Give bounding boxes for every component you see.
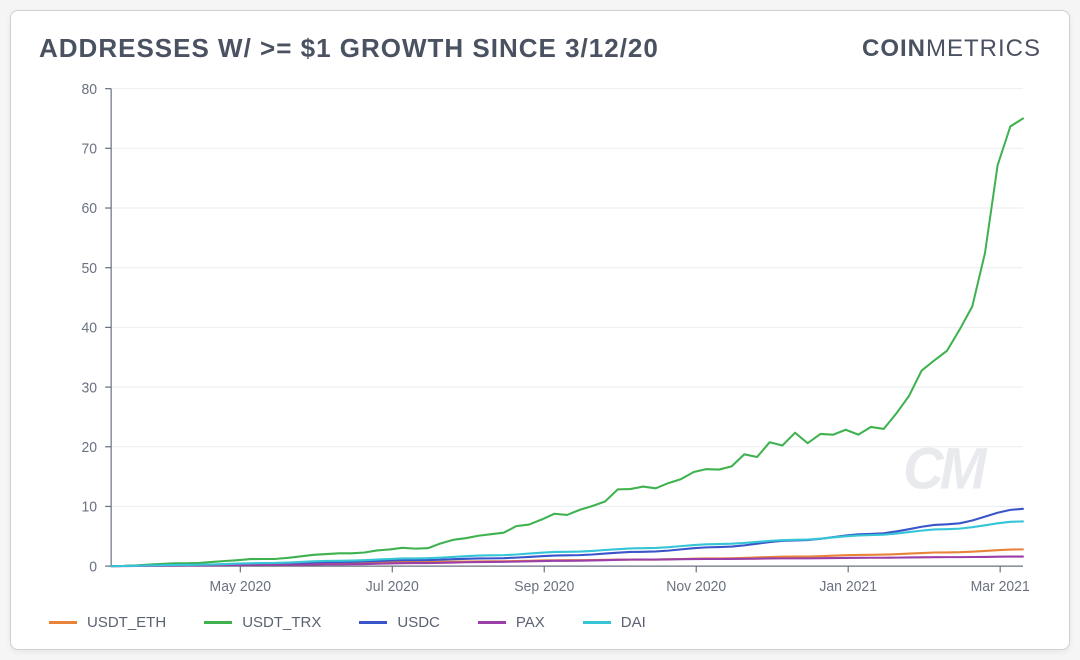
legend-label: PAX (516, 614, 545, 631)
svg-text:0: 0 (89, 559, 97, 575)
svg-text:20: 20 (82, 440, 98, 456)
svg-text:10: 10 (82, 499, 98, 515)
svg-text:60: 60 (82, 201, 98, 217)
brand-logo: COINMETRICS (862, 35, 1041, 63)
legend-label: USDT_ETH (87, 614, 166, 631)
chart-header: ADDRESSES W/ >= $1 GROWTH SINCE 3/12/20 … (39, 33, 1041, 64)
legend-label: USDC (397, 614, 440, 631)
line-chart-svg: 0 10 20 30 40 50 60 70 80 May 2020 Jul 2020 Sep 202… (39, 74, 1041, 608)
plot-area: 0 10 20 30 40 50 60 70 80 May 2020 Jul 2020 Sep 202… (39, 74, 1041, 608)
svg-text:Nov 2020: Nov 2020 (666, 579, 726, 595)
brand-bold: COIN (862, 35, 926, 62)
legend-swatch (359, 621, 387, 624)
svg-text:May 2020: May 2020 (210, 579, 272, 595)
brand-light: METRICS (926, 35, 1041, 62)
svg-text:Jul 2020: Jul 2020 (366, 579, 419, 595)
svg-text:70: 70 (82, 141, 98, 157)
svg-text:CM: CM (903, 436, 987, 501)
legend-swatch (49, 621, 77, 624)
legend-swatch (478, 621, 506, 624)
legend-label: USDT_TRX (242, 614, 321, 631)
svg-text:Jan 2021: Jan 2021 (819, 579, 877, 595)
svg-text:50: 50 (82, 261, 98, 277)
chart-title: ADDRESSES W/ >= $1 GROWTH SINCE 3/12/20 (39, 33, 659, 64)
legend-item: USDT_TRX (204, 614, 321, 631)
legend-label: DAI (621, 614, 646, 631)
legend-item: USDC (359, 614, 440, 631)
legend-swatch (583, 621, 611, 624)
svg-text:Sep 2020: Sep 2020 (514, 579, 574, 595)
svg-text:80: 80 (82, 82, 98, 98)
legend: USDT_ETH USDT_TRX USDC PAX DAI (39, 614, 1041, 631)
legend-swatch (204, 621, 232, 624)
chart-card: ADDRESSES W/ >= $1 GROWTH SINCE 3/12/20 … (10, 10, 1070, 650)
legend-item: DAI (583, 614, 646, 631)
svg-text:40: 40 (82, 320, 98, 336)
svg-text:Mar 2021: Mar 2021 (971, 579, 1030, 595)
svg-text:30: 30 (82, 380, 98, 396)
legend-item: USDT_ETH (49, 614, 166, 631)
legend-item: PAX (478, 614, 545, 631)
